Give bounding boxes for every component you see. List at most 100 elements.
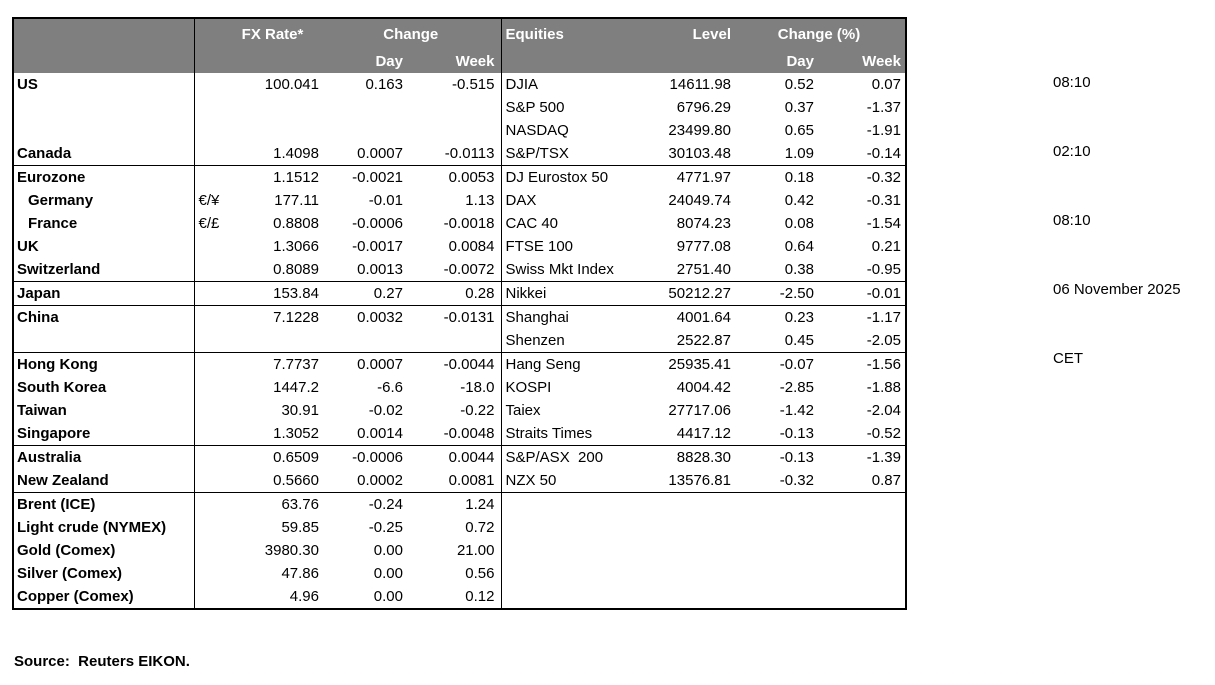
cell-equity-change-week (815, 493, 906, 517)
cell-fx-change-week: -0.0072 (408, 258, 502, 282)
cell-equity-level: 8074.23 (676, 215, 731, 232)
cell-fx-change-week (408, 96, 502, 119)
cell-equity-change-day: -0.07 (779, 356, 814, 373)
cell-equity-change-week: -0.14 (815, 142, 906, 166)
header-eq-week: Week (815, 50, 906, 73)
header-empty-eq (501, 50, 653, 73)
cell-fx-rate: 0.6509 (273, 449, 319, 466)
cell-equity-level: 24049.74 (668, 192, 731, 209)
cell-equity-index: DJIA (505, 76, 539, 93)
cell-equity-change-day: -0.32 (733, 469, 815, 493)
cell-equity-change-week: -0.01 (815, 281, 906, 306)
report-time-3: 08:10 (1053, 212, 1091, 229)
cell-country (13, 119, 195, 142)
cell-equity-change-week: -0.95 (815, 258, 906, 282)
cell-fx-change-day: -0.01 (368, 192, 403, 209)
report-date: 06 November 2025 (1053, 281, 1181, 298)
cell-fx-change-day: 0.0002 (321, 469, 408, 493)
cell-fx-change-day: -0.0006 (352, 449, 403, 466)
table-row: France €/£ 0.8808 -0.0006 -0.0018 CAC 40… (13, 212, 906, 235)
header-fx-week: Week (408, 50, 502, 73)
cell-currency-pair (194, 119, 224, 142)
cell-equity-index: Taiex (505, 402, 541, 419)
cell-currency-pair (194, 258, 224, 282)
cell-equity-level (653, 516, 733, 539)
cell-currency-pair (194, 585, 224, 609)
header-fx-day: Day (321, 50, 408, 73)
table-row: Switzerland 0.8089 0.0013 -0.0072 Swiss … (13, 258, 906, 282)
header-empty-fx (224, 50, 321, 73)
cell-country: Japan (13, 281, 195, 306)
cell-equity-index: Hang Seng (505, 356, 581, 373)
header-empty-level (653, 50, 733, 73)
cell-fx-rate: 1447.2 (273, 379, 319, 396)
cell-country: Brent (ICE) (13, 492, 195, 516)
header-equities: Equities (501, 18, 653, 50)
cell-fx-change-day (321, 96, 408, 119)
cell-country: Australia (13, 445, 195, 469)
footer-notes: Source: Reuters EIKON. * FX Rate for USD… (14, 607, 781, 685)
cell-fx-rate (224, 329, 321, 353)
cell-equity-level: 4771.97 (676, 169, 731, 186)
cell-country (13, 96, 195, 119)
cell-equity-index: FTSE 100 (505, 238, 574, 255)
header-row-2: Day Week Day Week (13, 50, 906, 73)
cell-currency-pair (194, 539, 224, 562)
cell-fx-change-day: 0.00 (373, 565, 403, 582)
cell-equity-index: DAX (505, 192, 537, 209)
cell-fx-change-day: -0.0021 (352, 169, 403, 186)
cell-fx-change-day: 0.0014 (321, 422, 408, 446)
header-eq-day: Day (733, 50, 815, 73)
table-row: Eurozone 1.1512 -0.0021 0.0053 DJ Eurost… (13, 165, 906, 189)
cell-equity-change-day: 0.65 (784, 122, 814, 139)
table-header: FX Rate* Change Equities Level Change (%… (13, 18, 906, 73)
cell-equity-change-week: -1.56 (866, 356, 901, 373)
cell-currency-pair (194, 446, 224, 470)
cell-country: Light crude (NYMEX) (13, 516, 195, 539)
table-row: Light crude (NYMEX) 59.85 -0.25 0.72 (13, 516, 906, 539)
table-row: Germany €/¥ 177.11 -0.01 1.13 DAX 24049.… (13, 189, 906, 212)
cell-equity-change-day: 0.64 (784, 238, 814, 255)
cell-country: Copper (Comex) (13, 585, 195, 609)
cell-equity-level: 2522.87 (653, 329, 733, 353)
cell-fx-rate: 63.76 (281, 496, 319, 513)
cell-fx-rate: 177.11 (274, 192, 319, 209)
cell-equity-level: 8828.30 (676, 449, 731, 466)
cell-fx-change-day: 0.00 (373, 588, 403, 605)
cell-equity-change-day (733, 562, 815, 585)
cell-fx-change-week: 0.0053 (408, 165, 502, 189)
cell-equity-index: Shanghai (505, 309, 569, 326)
table-row: New Zealand 0.5660 0.0002 0.0081 NZX 50 … (13, 469, 906, 493)
cell-fx-change-week (408, 119, 502, 142)
table-row: NASDAQ 23499.80 0.65 -1.91 (13, 119, 906, 142)
table-row: Australia 0.6509 -0.0006 0.0044 S&P/ASX … (13, 445, 906, 470)
cell-country: Taiwan (13, 399, 195, 422)
cell-country: South Korea (13, 376, 195, 399)
cell-fx-rate: 0.8808 (273, 215, 319, 232)
cell-currency-pair (194, 142, 224, 166)
cell-equity-change-day: 0.08 (784, 215, 814, 232)
cell-equity-level: 6796.29 (676, 99, 731, 116)
cell-fx-rate: 7.1228 (273, 309, 319, 326)
cell-country: Gold (Comex) (13, 539, 195, 562)
cell-equity-change-day: 0.37 (784, 99, 814, 116)
cell-currency-pair (194, 306, 224, 330)
cell-country: Hong Kong (13, 352, 195, 376)
cell-currency-pair (194, 281, 224, 306)
cell-fx-change-day: -0.0006 (352, 215, 403, 232)
cell-fx-rate: 1.3052 (224, 422, 321, 446)
cell-currency-pair (194, 73, 224, 96)
cell-equity-change-day (733, 585, 815, 609)
cell-fx-change-day: 0.0013 (321, 258, 408, 282)
cell-fx-change-day: 0.27 (321, 281, 408, 306)
cell-equity-level (653, 585, 733, 609)
cell-country: Silver (Comex) (13, 562, 195, 585)
cell-country: Singapore (13, 422, 195, 446)
cell-equity-index: S&P/ASX 200 (505, 449, 604, 466)
cell-country: Germany (13, 189, 195, 212)
header-change-pct: Change (%) (733, 18, 906, 50)
cell-country: UK (13, 235, 195, 258)
cell-equity-change-day: 0.23 (784, 309, 814, 326)
cell-fx-rate: 153.84 (224, 281, 321, 306)
